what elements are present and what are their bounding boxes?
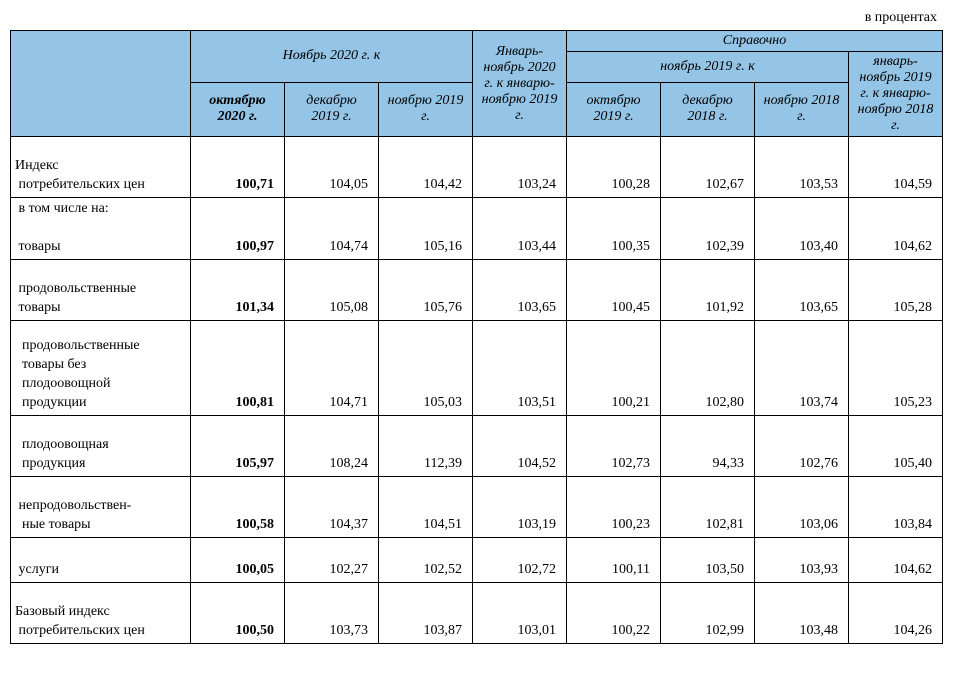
cell-value: 105,03 [379, 320, 473, 415]
cell-value: 105,23 [849, 320, 943, 415]
cell-value: 102,73 [567, 415, 661, 476]
cell-value: 100,45 [567, 259, 661, 320]
cpi-table: Ноябрь 2020 г. к Январь- ноябрь 2020 г. … [10, 30, 943, 644]
table-header: Ноябрь 2020 г. к Январь- ноябрь 2020 г. … [11, 31, 943, 137]
cell-value: 100,35 [567, 198, 661, 260]
cell-value: 104,42 [379, 137, 473, 198]
cell-value: 101,92 [661, 259, 755, 320]
cell-value: 104,59 [849, 137, 943, 198]
cell-value: 112,39 [379, 415, 473, 476]
cell-value: 100,81 [191, 320, 285, 415]
cell-value: 103,74 [755, 320, 849, 415]
table-row: в том числе на: товары100,97104,74105,16… [11, 198, 943, 260]
cell-value: 105,08 [285, 259, 379, 320]
row-label: в том числе на: товары [11, 198, 191, 260]
cell-value: 104,51 [379, 476, 473, 537]
cell-value: 103,53 [755, 137, 849, 198]
cell-value: 102,39 [661, 198, 755, 260]
header-group-2020: Ноябрь 2020 г. к [191, 31, 473, 83]
header-nov-2019: ноябрю 2019 г. [379, 82, 473, 136]
table-body: Индекс потребительских цен100,71104,0510… [11, 137, 943, 644]
header-dec-2018: декабрю 2018 г. [661, 82, 755, 136]
table-row: Базовый индекс потребительских цен100,50… [11, 582, 943, 643]
table-row: продовольственные товары без плодоовощно… [11, 320, 943, 415]
header-dec-2019: декабрю 2019 г. [285, 82, 379, 136]
row-label: услуги [11, 537, 191, 582]
cell-value: 100,28 [567, 137, 661, 198]
cell-value: 103,19 [473, 476, 567, 537]
cell-value: 103,65 [473, 259, 567, 320]
row-label: непродовольствен- ные товары [11, 476, 191, 537]
row-label: продовольственные товары без плодоовощно… [11, 320, 191, 415]
header-reference: Справочно [567, 31, 943, 52]
row-label: продовольственные товары [11, 259, 191, 320]
cell-value: 105,28 [849, 259, 943, 320]
cell-value: 104,26 [849, 582, 943, 643]
table-row: услуги100,05102,27102,52102,72100,11103,… [11, 537, 943, 582]
cell-value: 103,87 [379, 582, 473, 643]
cell-value: 100,23 [567, 476, 661, 537]
cell-value: 103,06 [755, 476, 849, 537]
cell-value: 103,51 [473, 320, 567, 415]
header-jan-nov-2020: Январь- ноябрь 2020 г. к январю- ноябрю … [473, 31, 567, 137]
table-row: плодоовощная продукция105,97108,24112,39… [11, 415, 943, 476]
header-blank [11, 31, 191, 137]
cell-value: 108,24 [285, 415, 379, 476]
cell-value: 104,05 [285, 137, 379, 198]
table-row: Индекс потребительских цен100,71104,0510… [11, 137, 943, 198]
cell-value: 100,11 [567, 537, 661, 582]
cell-value: 103,44 [473, 198, 567, 260]
cell-value: 100,22 [567, 582, 661, 643]
cell-value: 104,71 [285, 320, 379, 415]
header-group-2019: ноябрь 2019 г. к [567, 52, 849, 83]
cell-value: 100,58 [191, 476, 285, 537]
cell-value: 105,76 [379, 259, 473, 320]
row-label: плодоовощная продукция [11, 415, 191, 476]
cell-value: 104,62 [849, 198, 943, 260]
cell-value: 104,37 [285, 476, 379, 537]
cell-value: 102,80 [661, 320, 755, 415]
cell-value: 101,34 [191, 259, 285, 320]
cell-value: 104,52 [473, 415, 567, 476]
cell-value: 102,99 [661, 582, 755, 643]
cell-value: 103,40 [755, 198, 849, 260]
header-nov-2018: ноябрю 2018 г. [755, 82, 849, 136]
cell-value: 105,16 [379, 198, 473, 260]
cell-value: 103,50 [661, 537, 755, 582]
cell-value: 100,97 [191, 198, 285, 260]
cell-value: 100,21 [567, 320, 661, 415]
cell-value: 104,74 [285, 198, 379, 260]
cell-value: 103,73 [285, 582, 379, 643]
row-label: Базовый индекс потребительских цен [11, 582, 191, 643]
cell-value: 103,01 [473, 582, 567, 643]
cell-value: 102,27 [285, 537, 379, 582]
row-label: Индекс потребительских цен [11, 137, 191, 198]
cell-value: 100,05 [191, 537, 285, 582]
cell-value: 94,33 [661, 415, 755, 476]
cell-value: 102,81 [661, 476, 755, 537]
cell-value: 102,72 [473, 537, 567, 582]
header-oct-2019: октябрю 2019 г. [567, 82, 661, 136]
cell-value: 102,67 [661, 137, 755, 198]
cell-value: 103,84 [849, 476, 943, 537]
cell-value: 102,76 [755, 415, 849, 476]
header-oct-2020: октябрю 2020 г. [191, 82, 285, 136]
header-jan-nov-2019: январь- ноябрь 2019 г. к январю- ноябрю … [849, 52, 943, 137]
cell-value: 105,40 [849, 415, 943, 476]
cell-value: 102,52 [379, 537, 473, 582]
cell-value: 100,50 [191, 582, 285, 643]
cell-value: 103,24 [473, 137, 567, 198]
cell-value: 103,65 [755, 259, 849, 320]
cell-value: 104,62 [849, 537, 943, 582]
cell-value: 103,93 [755, 537, 849, 582]
table-row: продовольственные товары101,34105,08105,… [11, 259, 943, 320]
table-row: непродовольствен- ные товары100,58104,37… [11, 476, 943, 537]
cell-value: 100,71 [191, 137, 285, 198]
cell-value: 103,48 [755, 582, 849, 643]
unit-caption: в процентах [10, 10, 941, 26]
cell-value: 105,97 [191, 415, 285, 476]
